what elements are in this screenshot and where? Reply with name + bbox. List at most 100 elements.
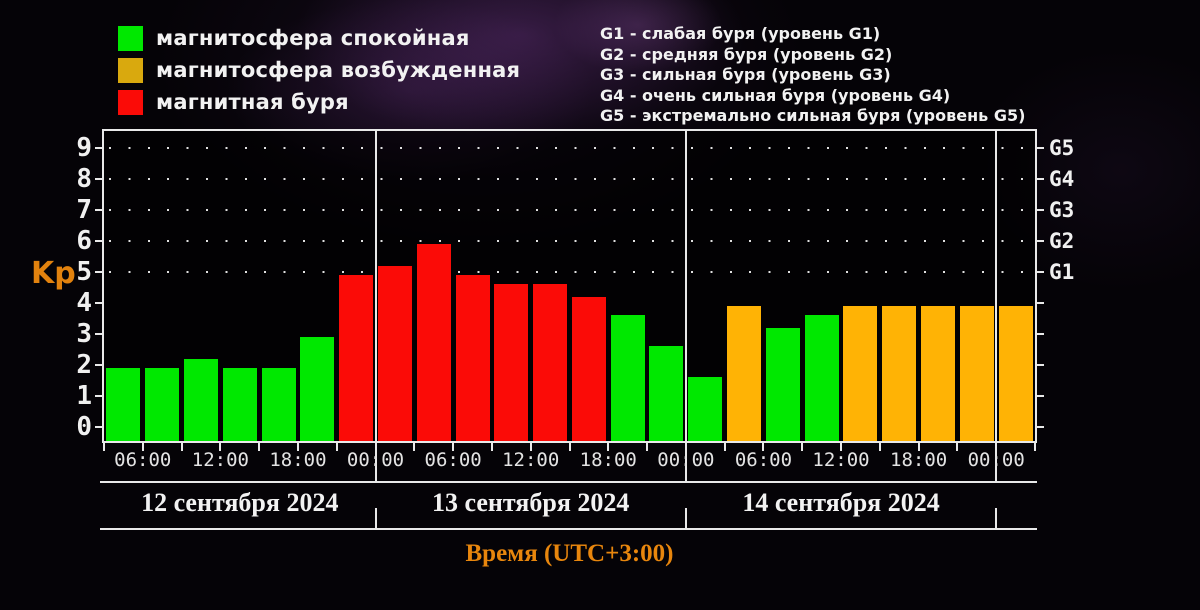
g-level-label: G4 bbox=[1049, 167, 1075, 191]
excited-color-swatch bbox=[118, 57, 143, 83]
y-axis-tick-right bbox=[1036, 240, 1044, 242]
kp-bar bbox=[959, 306, 994, 441]
storm-scale-line-g5: G5 - экстремально сильная буря (уровень … bbox=[600, 106, 1026, 125]
x-axis-tick bbox=[956, 443, 959, 451]
storm-scale-line-g1: G1 - слабая буря (уровень G1) bbox=[600, 24, 881, 43]
gridline-dotted-kp5 bbox=[109, 271, 1031, 273]
kp-bar bbox=[921, 306, 956, 441]
storm-scale-line-g4: G4 - очень сильная буря (уровень G4) bbox=[600, 85, 951, 105]
y-axis-label: 1 bbox=[76, 381, 92, 411]
y-axis-tick-right bbox=[1036, 333, 1044, 335]
g-level-label: G5 bbox=[1049, 136, 1075, 160]
time-label: 18:00 bbox=[269, 449, 327, 471]
x-axis-tick bbox=[374, 443, 377, 451]
kp-bar bbox=[998, 306, 1033, 441]
kp-bar bbox=[339, 275, 374, 441]
kp-bar bbox=[649, 346, 684, 441]
y-axis-tick-left bbox=[95, 395, 103, 397]
y-axis-label: 2 bbox=[76, 350, 92, 380]
time-label: 12:00 bbox=[812, 449, 870, 471]
gridline-dotted-kp6 bbox=[109, 240, 1031, 242]
y-axis-label: 0 bbox=[76, 412, 92, 442]
kp-bar bbox=[533, 284, 568, 441]
y-axis-tick-left bbox=[95, 426, 103, 428]
day-separator-line bbox=[995, 131, 998, 481]
y-axis-tick-left bbox=[95, 147, 103, 149]
x-axis-tick bbox=[296, 443, 299, 451]
gridline-dotted-kp9 bbox=[109, 147, 1031, 149]
legend: магнитосфера спокойная магнитосфера возб… bbox=[118, 25, 520, 121]
y-axis-label: 5 bbox=[76, 257, 92, 287]
time-label: 18:00 bbox=[579, 449, 637, 471]
legend-item-excited: магнитосфера возбужденная bbox=[118, 57, 520, 83]
legend-item-storm: магнитная буря bbox=[118, 89, 520, 115]
y-axis-label: 6 bbox=[76, 226, 92, 256]
x-axis-tick bbox=[568, 443, 571, 451]
kp-bar bbox=[610, 315, 645, 441]
y-axis-label: 9 bbox=[76, 133, 92, 163]
x-axis-tick bbox=[995, 443, 998, 451]
kp-bar bbox=[145, 368, 180, 441]
x-axis-tick bbox=[103, 443, 105, 451]
x-axis-title: Время (UTC+3:00) bbox=[465, 540, 674, 567]
y-axis-tick-right bbox=[1036, 395, 1044, 397]
kp-bar bbox=[377, 265, 412, 441]
y-axis-tick-right bbox=[1036, 364, 1044, 366]
legend-label-excited: магнитосфера возбужденная bbox=[156, 58, 521, 82]
kp-bar bbox=[571, 296, 606, 441]
x-axis-tick bbox=[141, 443, 144, 451]
kp-bar bbox=[727, 306, 762, 441]
y-axis-tick-right bbox=[1036, 178, 1044, 180]
y-axis-tick-left bbox=[95, 209, 103, 211]
day-separator-line bbox=[684, 131, 687, 481]
time-label: 06:00 bbox=[734, 449, 793, 471]
x-axis-tick bbox=[180, 443, 183, 451]
x-axis-tick bbox=[335, 443, 338, 451]
x-axis-tick bbox=[684, 443, 687, 451]
time-label: 12:00 bbox=[191, 449, 249, 471]
y-axis-tick-right bbox=[1036, 302, 1044, 304]
y-axis-tick-left bbox=[95, 333, 103, 335]
y-axis-tick-left bbox=[95, 302, 103, 304]
day-separator-line bbox=[374, 131, 377, 481]
x-axis-tick bbox=[219, 443, 222, 451]
kp-bar bbox=[106, 368, 141, 441]
plot-inner bbox=[104, 131, 1035, 441]
quiet-color-swatch bbox=[118, 25, 143, 51]
y-axis-title: Kp bbox=[31, 256, 76, 291]
x-axis-tick bbox=[490, 443, 493, 451]
gridline-dotted-kp8 bbox=[109, 178, 1031, 180]
storm-scale-line-g3: G3 - сильная буря (уровень G3) bbox=[600, 65, 891, 84]
time-label: 00:00 bbox=[657, 449, 715, 471]
kp-bar bbox=[765, 327, 800, 441]
kp-bar bbox=[882, 306, 917, 441]
y-axis-tick-left bbox=[95, 240, 103, 242]
storm-scale-line-g2: G2 - средняя буря (уровень G2) bbox=[600, 44, 893, 64]
x-axis-tick bbox=[917, 443, 920, 451]
kp-bar bbox=[688, 377, 723, 441]
date-label: 14 сентября 2024 bbox=[742, 488, 940, 517]
y-axis-tick-right bbox=[1036, 426, 1044, 428]
date-divider-tick bbox=[374, 508, 377, 530]
time-label: 12:00 bbox=[502, 449, 560, 471]
g-level-label: G2 bbox=[1049, 229, 1075, 253]
x-axis-tick bbox=[258, 443, 261, 451]
x-axis-tick bbox=[762, 443, 765, 451]
y-axis-tick-right bbox=[1036, 147, 1044, 149]
date-label: 12 сентября 2024 bbox=[141, 488, 339, 517]
y-axis-label: 3 bbox=[76, 319, 92, 349]
y-axis-tick-left bbox=[95, 178, 103, 180]
x-axis-tick bbox=[529, 443, 532, 451]
x-axis-tick bbox=[878, 443, 881, 451]
x-axis-tick bbox=[452, 443, 455, 451]
date-label: 13 сентября 2024 bbox=[431, 488, 630, 517]
kp-bar bbox=[455, 275, 490, 441]
x-axis-tick bbox=[413, 443, 416, 451]
g-level-label: G1 bbox=[1049, 260, 1075, 284]
y-axis-tick-left bbox=[95, 364, 103, 366]
legend-label-quiet: магнитосфера спокойная bbox=[156, 26, 470, 50]
y-axis-tick-right bbox=[1036, 209, 1044, 211]
legend-item-quiet: магнитосфера спокойная bbox=[118, 25, 520, 51]
x-axis-tick bbox=[1034, 443, 1036, 451]
